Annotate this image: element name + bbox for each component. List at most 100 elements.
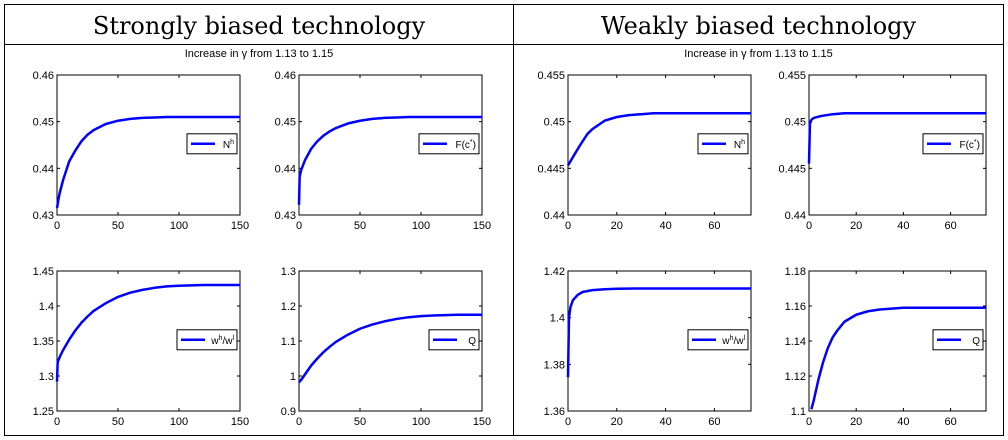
series-line xyxy=(55,283,240,382)
x-tick-label: 60 xyxy=(708,416,720,428)
x-tick-label: 150 xyxy=(231,416,249,428)
panel-title-strong: Strongly biased technology xyxy=(92,12,426,40)
y-tick-label: 1.38 xyxy=(544,359,565,371)
panel-subtitle-strong: Increase in γ from 1.13 to 1.15 xyxy=(184,48,334,60)
legend-box xyxy=(922,133,984,155)
legend-box xyxy=(176,329,238,351)
x-tick-label: 0 xyxy=(296,416,302,428)
series-line xyxy=(297,115,482,205)
legend-label: wh/wl xyxy=(721,335,745,347)
legend-label: F(c*) xyxy=(959,139,980,151)
x-tick-label: 60 xyxy=(944,220,956,232)
x-tick-label: 0 xyxy=(54,220,60,232)
y-tick-label: 1.4 xyxy=(39,301,54,313)
series-line xyxy=(810,306,986,410)
y-tick-label: 0.46 xyxy=(275,70,296,82)
x-tick-label: 0 xyxy=(806,416,812,428)
y-tick-label: 1 xyxy=(290,371,296,383)
legend-label: Q xyxy=(468,336,476,347)
title-divider-horizontal xyxy=(4,44,1004,45)
x-tick-label: 50 xyxy=(112,220,124,232)
y-tick-label: 1.42 xyxy=(544,266,565,278)
legend-label: Q xyxy=(972,336,980,347)
legend-label: wh/wl xyxy=(210,335,234,347)
y-tick-label: 0.44 xyxy=(33,163,54,175)
y-tick-label: 0.44 xyxy=(785,210,806,222)
y-tick-label: 1.16 xyxy=(785,301,806,313)
x-tick-label: 100 xyxy=(412,220,430,232)
x-tick-label: 0 xyxy=(806,220,812,232)
y-tick-label: 1.3 xyxy=(281,266,296,278)
x-tick-label: 20 xyxy=(850,220,862,232)
panel-subtitle-weak: Increase in γ from 1.13 to 1.15 xyxy=(684,48,833,60)
series-line xyxy=(298,313,482,384)
x-tick-label: 60 xyxy=(708,220,720,232)
x-tick-label: 150 xyxy=(231,220,249,232)
x-tick-label: 150 xyxy=(473,416,491,428)
y-tick-label: 0.45 xyxy=(544,117,565,129)
legend-label: F(c*) xyxy=(455,139,476,151)
y-tick-label: 1.45 xyxy=(33,266,54,278)
y-tick-label: 0.9 xyxy=(281,406,296,418)
figure-frame xyxy=(4,4,1004,436)
y-tick-label: 0.46 xyxy=(33,70,54,82)
y-tick-label: 1.35 xyxy=(33,336,54,348)
series-line xyxy=(807,112,986,164)
chart-1: 0.43 0.44 0.45 0.46 0 50 100 150 Nh xyxy=(33,70,250,232)
y-tick-label: 0.44 xyxy=(275,163,296,175)
y-tick-label: 1.36 xyxy=(544,406,565,418)
legend-label: Nh xyxy=(734,139,745,151)
x-tick-label: 20 xyxy=(611,416,623,428)
chart-7: 1.36 1.38 1.4 1.42 0 20 40 60 wh/wl xyxy=(544,266,752,428)
y-tick-label: 1.2 xyxy=(281,301,296,313)
panel-title-weak: Weakly biased technology xyxy=(600,12,917,40)
chart-6: 0.44 0.445 0.45 0.455 0 20 40 60 F(c*) xyxy=(778,70,987,232)
chart-8: 1.1 1.12 1.14 1.16 1.18 0 20 40 60 Q xyxy=(785,266,987,428)
y-tick-label: 0.445 xyxy=(537,163,565,175)
y-tick-label: 1.18 xyxy=(785,266,806,278)
y-tick-label: 0.455 xyxy=(778,70,806,82)
y-tick-label: 0.45 xyxy=(785,117,806,129)
y-tick-label: 1.1 xyxy=(281,336,296,348)
y-tick-label: 1.12 xyxy=(785,371,806,383)
panel-divider-vertical xyxy=(513,4,514,436)
y-tick-label: 0.43 xyxy=(275,210,296,222)
x-tick-label: 50 xyxy=(354,220,366,232)
chart-2: 0.43 0.44 0.45 0.46 0 50 100 150 F(c*) xyxy=(275,70,492,232)
y-tick-label: 0.43 xyxy=(33,210,54,222)
y-tick-label: 1.14 xyxy=(785,336,806,348)
y-tick-label: 1.25 xyxy=(33,406,54,418)
y-tick-label: 0.45 xyxy=(275,117,296,129)
legend-label: Nh xyxy=(223,139,234,151)
chart-3: 1.25 1.3 1.35 1.4 1.45 0 50 100 150 wh/wl xyxy=(33,266,250,428)
chart-4: 0.9 1 1.1 1.2 1.3 0 50 100 150 Q xyxy=(281,266,491,428)
x-tick-label: 0 xyxy=(296,220,302,232)
chart-5: 0.44 0.445 0.45 0.455 0 20 40 60 Nh xyxy=(537,70,752,232)
series-line xyxy=(55,115,240,209)
y-tick-label: 0.445 xyxy=(778,163,806,175)
x-tick-label: 40 xyxy=(659,416,671,428)
y-tick-label: 1.1 xyxy=(791,406,806,418)
y-tick-label: 0.455 xyxy=(537,70,565,82)
legend-box xyxy=(687,329,749,351)
y-tick-label: 0.44 xyxy=(544,210,565,222)
x-tick-label: 150 xyxy=(473,220,491,232)
x-tick-label: 40 xyxy=(897,220,909,232)
x-tick-label: 40 xyxy=(659,220,671,232)
x-tick-label: 100 xyxy=(170,416,188,428)
x-tick-label: 0 xyxy=(565,416,571,428)
x-tick-label: 0 xyxy=(54,416,60,428)
series-line xyxy=(566,112,751,167)
x-tick-label: 50 xyxy=(354,416,366,428)
x-tick-label: 20 xyxy=(850,416,862,428)
x-tick-label: 50 xyxy=(112,416,124,428)
series-line xyxy=(566,287,751,378)
x-tick-label: 20 xyxy=(611,220,623,232)
y-tick-label: 1.3 xyxy=(39,371,54,383)
y-tick-label: 0.45 xyxy=(33,117,54,129)
x-tick-label: 100 xyxy=(170,220,188,232)
x-tick-label: 40 xyxy=(897,416,909,428)
x-tick-label: 60 xyxy=(944,416,956,428)
y-tick-label: 1.4 xyxy=(550,313,565,325)
